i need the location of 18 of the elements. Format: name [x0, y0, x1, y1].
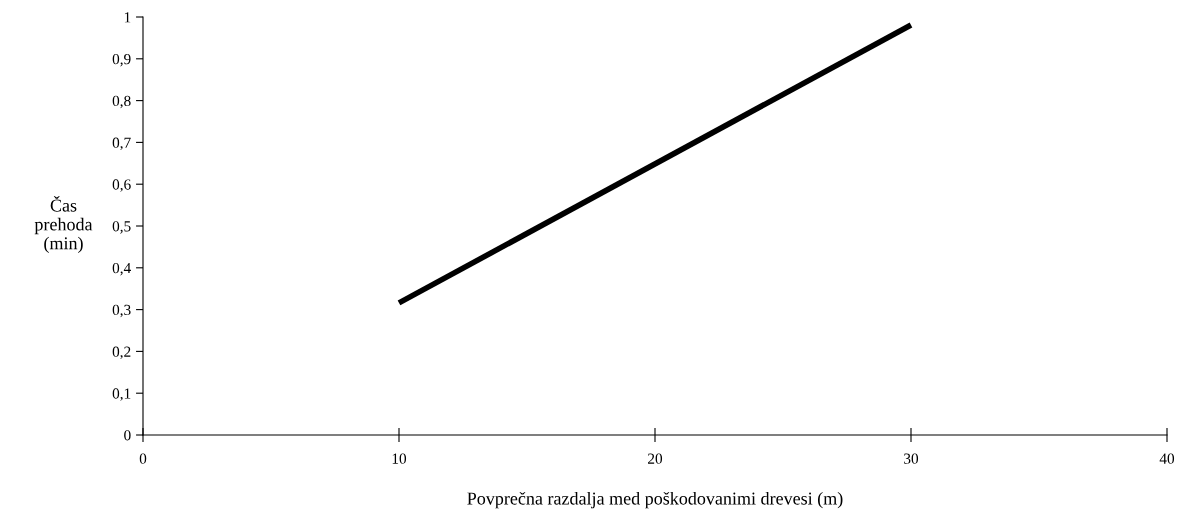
y-tick-label: 0,8: [112, 95, 131, 109]
y-tick-label: 0,5: [112, 221, 131, 234]
x-tick-label: 30: [904, 453, 919, 464]
x-tick-label: 20: [648, 453, 663, 464]
y-tick-label: 0,3: [112, 304, 131, 318]
y-tick-label: 0,2: [112, 346, 131, 360]
y-tick-label: 0,7: [112, 137, 131, 151]
x-tick-label: 40: [1159, 453, 1175, 464]
y-tick-label: 0,1: [112, 388, 131, 401]
y-tick-label: 0: [124, 430, 131, 441]
x-tick-label: 0: [139, 453, 147, 464]
y-axis-title: Čas prehoda (min): [34, 196, 93, 254]
y-tick-label: 0,4: [112, 262, 131, 276]
y-tick-label: 0,9: [112, 53, 131, 67]
x-tick-label: 10: [392, 453, 407, 464]
x-axis-title: Povprečna razdalja med poškodovanimi drevesi (m): [467, 491, 843, 509]
y-tick-label: 1: [124, 12, 131, 23]
y-tick-label: 0,6: [112, 179, 131, 192]
